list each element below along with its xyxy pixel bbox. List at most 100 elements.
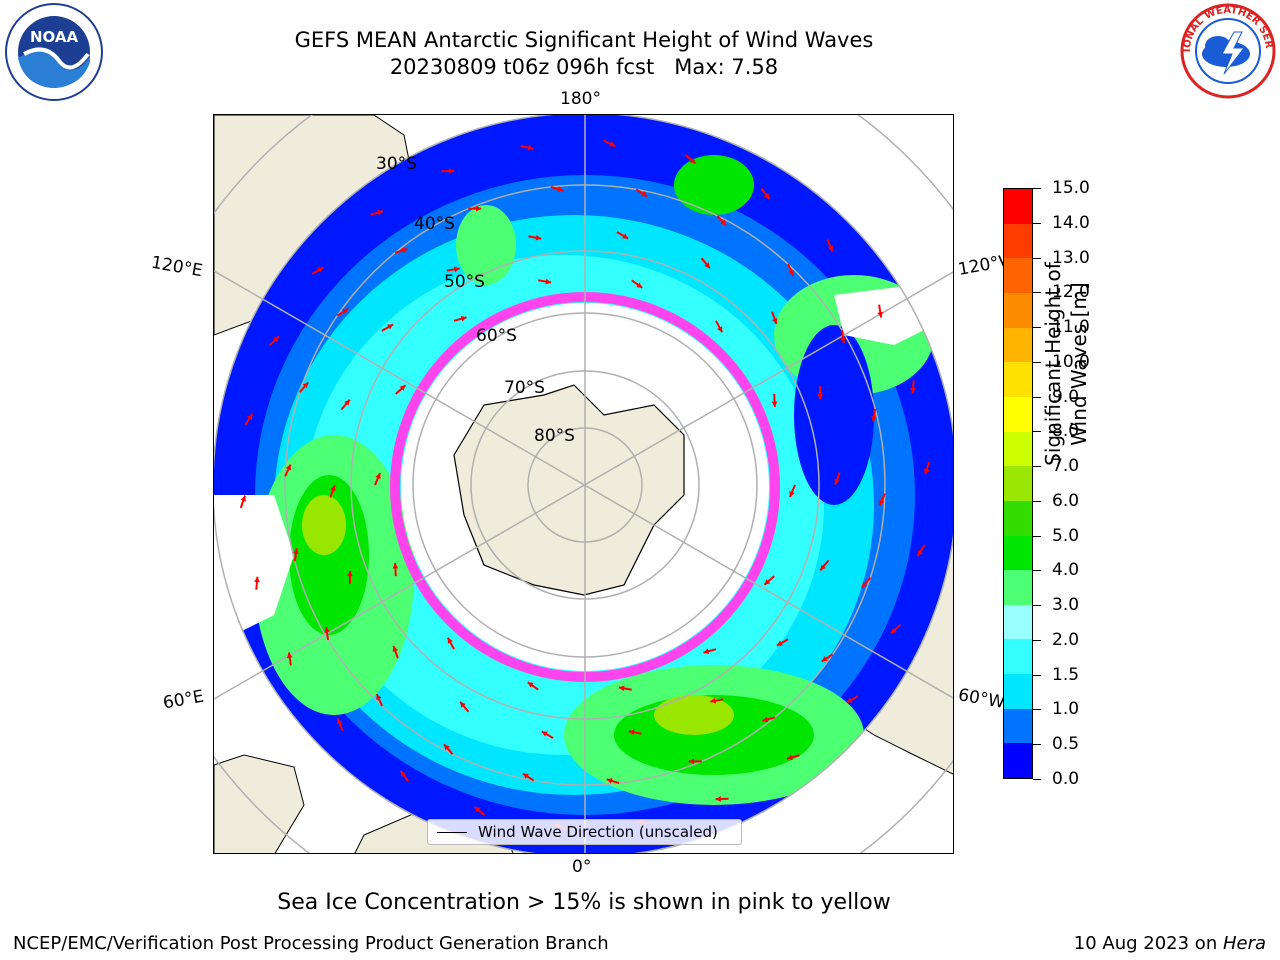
colorbar-tick (1033, 779, 1041, 780)
wave-arrow-head (240, 495, 247, 502)
lon-label-0: 0° (572, 857, 592, 877)
wave-arrow-head (392, 563, 399, 569)
wave-arrow-head (387, 324, 394, 330)
wave-arrow-head (846, 697, 853, 703)
colorbar-tick (1033, 709, 1041, 711)
wave-arrow-head (293, 548, 299, 554)
colorbar-segment (1004, 466, 1032, 501)
colorbar-tick (1033, 327, 1041, 329)
wave-arrow-head (628, 729, 635, 736)
colorbar-tick-label: 3.0 (1052, 595, 1080, 616)
colorbar-tick-label: 14.0 (1052, 212, 1090, 233)
colorbar-tick (1033, 292, 1041, 294)
wave-arrow-head (891, 627, 897, 634)
wave-arrow-head (715, 796, 721, 802)
wave-arrow-head (286, 652, 293, 659)
wave-arrow-head (762, 716, 769, 723)
wave-arrow-head (317, 267, 324, 273)
wave-arrow-head (764, 579, 771, 585)
wave-arrow-head (840, 337, 846, 344)
wave-arrow-head (474, 806, 481, 813)
wave-arrow-head (522, 773, 529, 779)
colorbar-tick-label: 5.0 (1052, 525, 1080, 546)
colorbar-segment (1004, 258, 1032, 294)
footer-date: 10 Aug 2023 on Hera (1074, 933, 1266, 954)
wave-arrow-head (541, 731, 548, 737)
wave-arrow-head (377, 209, 384, 216)
wave-arrow-head (618, 685, 625, 692)
lon-label-120e: 120°E (149, 252, 205, 282)
wave-arrow-head (771, 317, 778, 324)
wave-arrow-head (720, 219, 726, 226)
legend-label: Wind Wave Direction (unscaled) (478, 823, 718, 841)
wave-arrow-head (827, 245, 834, 252)
lat-labels: 30°S 40°S 50°S 60°S 70°S 80°S (376, 154, 575, 446)
wave-arrow-head (344, 399, 350, 406)
lat-label-50s: 50°S (444, 272, 485, 292)
colorbar-segment (1004, 674, 1032, 709)
wave-arrow-head (400, 770, 407, 777)
wave-arrow-head (527, 682, 534, 688)
footer-date-text: 10 Aug 2023 on (1073, 933, 1223, 954)
footer-producer: NCEP/EMC/Verification Post Processing Pr… (13, 933, 609, 954)
colorbar-tick (1033, 431, 1041, 433)
colorbar-tick (1033, 466, 1041, 468)
wave-arrow-head (871, 416, 877, 422)
colorbar-tick (1033, 535, 1041, 537)
colorbar-tick-label: 1.5 (1052, 664, 1080, 685)
antarctica (453, 384, 685, 596)
wave-arrow-head (399, 385, 406, 391)
colorbar-tick-label: 11.0 (1052, 317, 1090, 338)
wave-arrow-head (771, 401, 778, 407)
colorbar-tick (1033, 674, 1041, 676)
colorbar-segment (1004, 535, 1032, 571)
colorbar-segment (1004, 362, 1032, 397)
colorbar-tick-label: 6.0 (1052, 490, 1080, 511)
wave-arrow-head (347, 570, 353, 577)
wave-arrow-head (449, 168, 455, 174)
wave-arrow-head (527, 144, 534, 151)
wave-arrow-head (820, 564, 826, 571)
colorbar-segment (1004, 570, 1032, 605)
noaa-logo-text: NOAA (30, 28, 79, 46)
wave-arrow-head (476, 205, 482, 212)
wave-arrow-head (392, 646, 399, 653)
colorbar-tick (1033, 188, 1041, 189)
colorbar-segment (1004, 708, 1032, 744)
colorbar-segment (1004, 189, 1032, 224)
colorbar-segment (1004, 327, 1032, 363)
colorbar (1003, 188, 1033, 779)
wave-arrow-head (342, 308, 349, 314)
map-subtitle: 20230809 t06z 096h fcst Max: 7.58 (389, 55, 779, 79)
wave-arrow-head (557, 186, 564, 192)
wave-arrow-head (401, 247, 408, 254)
wave-arrow-head (641, 191, 648, 197)
nws-logo: NATIONAL WEATHER SERVICE (1174, 0, 1278, 104)
colorbar-tick (1033, 639, 1041, 641)
wave-arrow-head (689, 157, 696, 164)
wave-arrow-head (789, 491, 795, 497)
colorbar-tick-label: 4.0 (1052, 560, 1080, 581)
colorbar-segment (1004, 396, 1032, 432)
wave-arrow-head (447, 637, 453, 644)
map-legend: Wind Wave Direction (unscaled) (427, 819, 742, 845)
lon-label-60e: 60°E (161, 686, 206, 714)
wave-arrow-head (917, 549, 923, 556)
wave-arrow-head (636, 282, 643, 288)
lon-label-60w: 60°W (956, 685, 1007, 713)
colorbar-tick-label: 0.0 (1052, 769, 1080, 789)
map-canvas: 30°S 40°S 50°S 60°S 70°S 80°S (214, 115, 953, 853)
noaa-logo: NOAA (2, 2, 106, 106)
wave-arrow-head (786, 754, 793, 761)
colorbar-segment (1004, 500, 1032, 536)
colorbar-segment (1004, 604, 1032, 640)
colorbar-tick-label: 0.5 (1052, 734, 1080, 755)
lat-label-70s: 70°S (504, 378, 545, 398)
colorbar-tick (1033, 605, 1041, 607)
sea-ice-caption: Sea Ice Concentration > 15% is shown in … (277, 890, 891, 915)
colorbar-tick (1033, 744, 1041, 746)
colorbar-tick-label: 10.0 (1052, 351, 1090, 372)
colorbar-tick-label: 7.0 (1052, 456, 1080, 477)
colorbar-tick (1033, 570, 1041, 572)
colorbar-tick (1033, 500, 1041, 502)
